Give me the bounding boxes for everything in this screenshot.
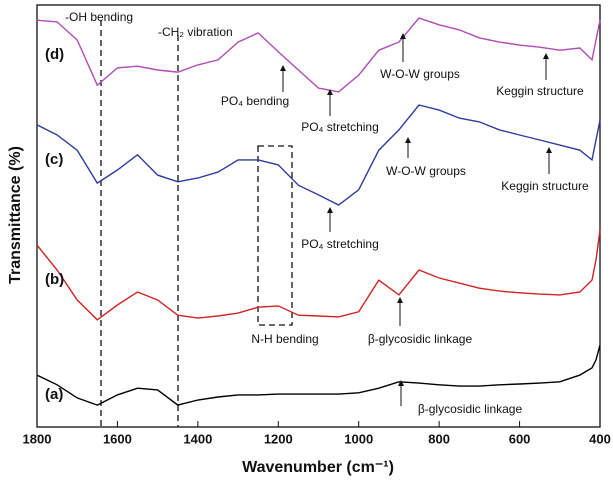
x-tick-label: 600 (509, 431, 531, 446)
plot-frame (36, 4, 601, 428)
annotation: PO₄ stretching (301, 237, 379, 251)
annotation: N-H bending (251, 332, 318, 346)
series-line (36, 17, 601, 93)
x-tick-label: 1600 (103, 431, 132, 446)
annotation: W-O-W groups (380, 67, 460, 81)
series-line (36, 104, 601, 206)
x-tick-label: 800 (428, 431, 450, 446)
x-tick-label: 1400 (183, 431, 212, 446)
x-axis-label: Wavenumber (cm⁻¹) (242, 459, 394, 476)
series-line (36, 229, 601, 321)
x-tick-label: 1800 (23, 431, 52, 446)
series-line (36, 344, 601, 406)
x-tick-label: 1000 (344, 431, 373, 446)
annotation: β-glycosidic linkage (368, 332, 473, 346)
x-tick-label: 1200 (264, 431, 293, 446)
series-label: (a) (45, 386, 63, 403)
annotation: -CH₂ vibration (158, 25, 233, 39)
annotation: β-glycosidic linkage (418, 402, 523, 416)
annotation: -OH bending (65, 10, 133, 24)
y-axis-label: Transmittance (%) (7, 146, 24, 284)
annotation: PO₄ bending (221, 94, 289, 108)
annotation: Keggin structure (496, 84, 584, 98)
series-label: (d) (45, 46, 64, 63)
annotation: Keggin structure (501, 179, 589, 193)
annotation: PO₄ stretching (301, 120, 379, 134)
series-label: (c) (45, 151, 63, 168)
highlight-box (257, 145, 293, 326)
annotation: W-O-W groups (386, 164, 466, 178)
series-label: (b) (45, 271, 64, 288)
x-tick-label: 400 (589, 431, 611, 446)
